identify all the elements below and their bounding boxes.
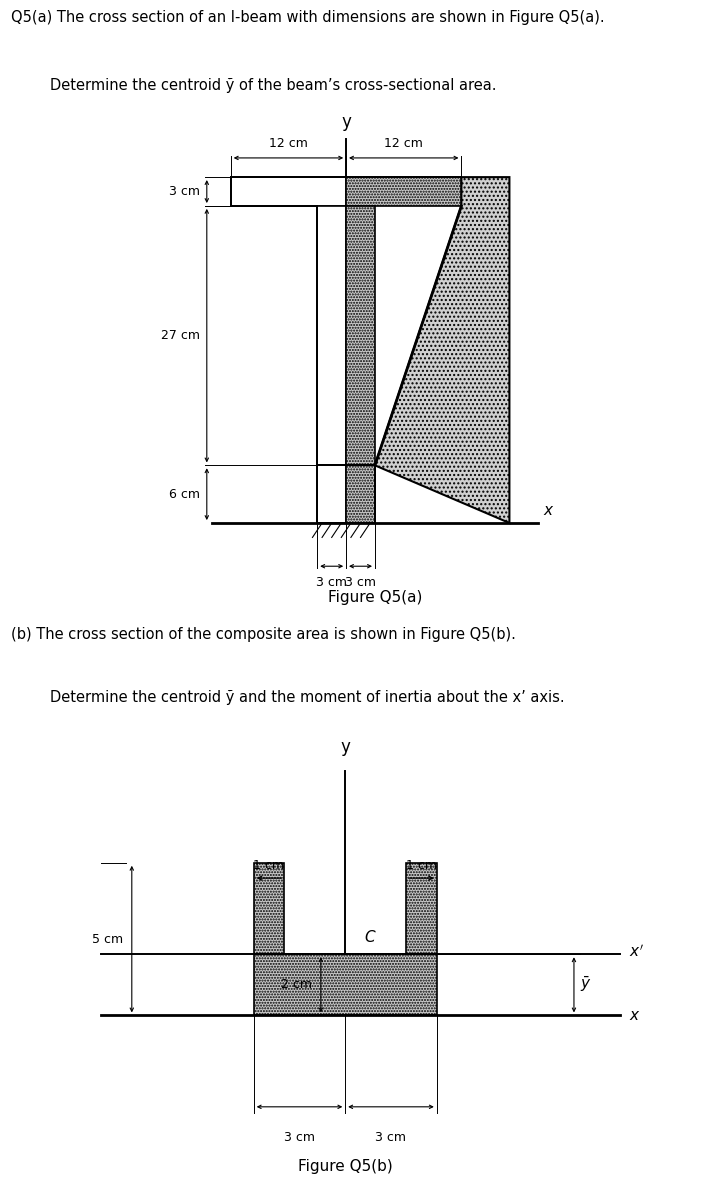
Text: Figure Q5(b): Figure Q5(b) bbox=[298, 1159, 393, 1173]
Bar bbox=[317, 206, 346, 465]
Text: 3 cm: 3 cm bbox=[284, 1132, 315, 1144]
Text: 2 cm: 2 cm bbox=[280, 979, 311, 992]
Bar bbox=[346, 465, 375, 523]
Text: (b) The cross section of the composite area is shown in Figure Q5(b).: (b) The cross section of the composite a… bbox=[11, 627, 516, 642]
Text: 1 cm: 1 cm bbox=[253, 859, 284, 872]
Text: y: y bbox=[340, 739, 350, 756]
Text: 12 cm: 12 cm bbox=[269, 137, 308, 151]
Polygon shape bbox=[375, 177, 510, 523]
Text: $x$: $x$ bbox=[629, 1007, 640, 1023]
Text: x: x bbox=[543, 503, 552, 519]
Text: $C$: $C$ bbox=[363, 930, 376, 945]
Bar bbox=[406, 863, 437, 955]
Text: $\bar{y}$: $\bar{y}$ bbox=[580, 975, 592, 994]
Text: Figure Q5(a): Figure Q5(a) bbox=[328, 589, 422, 605]
Text: Q5(a) The cross section of an I-beam with dimensions are shown in Figure Q5(a).: Q5(a) The cross section of an I-beam wit… bbox=[11, 10, 604, 25]
Bar bbox=[346, 206, 375, 465]
Bar bbox=[346, 177, 461, 206]
Text: 5 cm: 5 cm bbox=[92, 932, 123, 945]
Text: Determine the centroid ỹ and the moment of inertia about the x’ axis.: Determine the centroid ỹ and the moment … bbox=[50, 690, 565, 705]
Bar bbox=[317, 465, 346, 523]
Text: 3 cm: 3 cm bbox=[317, 576, 348, 589]
Text: 3 cm: 3 cm bbox=[169, 185, 200, 198]
Text: 27 cm: 27 cm bbox=[161, 329, 200, 342]
Text: 12 cm: 12 cm bbox=[384, 137, 423, 151]
Bar bbox=[254, 863, 284, 955]
Text: y: y bbox=[341, 114, 351, 131]
Text: 3 cm: 3 cm bbox=[376, 1132, 407, 1144]
Text: Determine the centroid ỹ of the beam’s cross-sectional area.: Determine the centroid ỹ of the beam’s c… bbox=[50, 78, 497, 93]
Bar bbox=[231, 177, 346, 206]
Bar bbox=[254, 955, 437, 1016]
Text: 1 cm: 1 cm bbox=[406, 859, 437, 872]
Text: $x'$: $x'$ bbox=[629, 943, 644, 960]
Text: 3 cm: 3 cm bbox=[345, 576, 376, 589]
Text: 6 cm: 6 cm bbox=[169, 488, 200, 501]
